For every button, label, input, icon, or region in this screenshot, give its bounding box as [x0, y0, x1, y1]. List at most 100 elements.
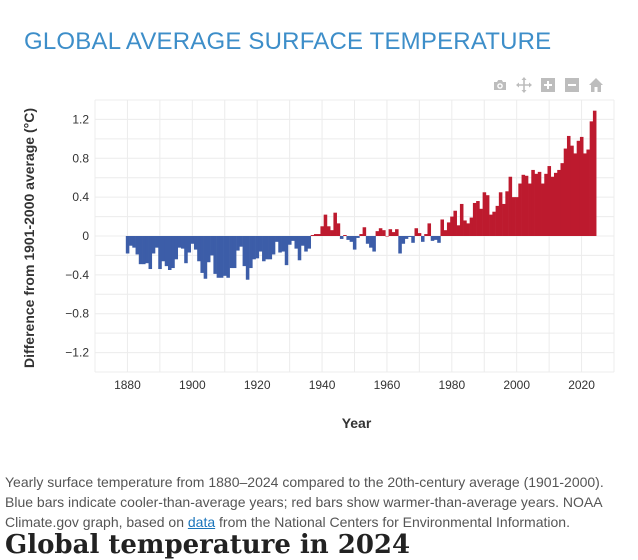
bar-2016[interactable] — [566, 135, 571, 236]
bar-2009[interactable] — [544, 173, 548, 236]
bar-1925[interactable] — [271, 236, 276, 255]
bar-2010[interactable] — [547, 166, 552, 236]
bar-1956[interactable] — [372, 236, 376, 252]
bar-1937[interactable] — [310, 235, 315, 236]
bar-1983[interactable] — [459, 203, 464, 236]
zoom-in-icon[interactable] — [536, 76, 560, 94]
bar-1964[interactable] — [398, 236, 402, 254]
zoom-out-icon[interactable] — [560, 76, 584, 94]
bar-2004[interactable] — [528, 183, 532, 236]
bar-1898[interactable] — [184, 236, 188, 264]
data-link[interactable]: data — [187, 514, 216, 530]
bar-1907[interactable] — [213, 236, 217, 274]
bar-1909[interactable] — [219, 236, 224, 278]
bar-1881[interactable] — [129, 236, 133, 246]
bar-1895[interactable] — [174, 236, 179, 260]
bar-1914[interactable] — [236, 236, 240, 251]
bar-1979[interactable] — [446, 222, 451, 236]
bar-1959[interactable] — [382, 230, 386, 236]
bar-1940[interactable] — [320, 226, 324, 236]
bar-1968[interactable] — [411, 236, 415, 243]
bar-1918[interactable] — [249, 236, 253, 269]
bar-1946[interactable] — [339, 236, 344, 239]
bar-1887[interactable] — [148, 236, 153, 270]
bar-1969[interactable] — [414, 228, 419, 236]
bar-1963[interactable] — [395, 229, 399, 236]
bar-1934[interactable] — [300, 236, 305, 246]
bar-1980[interactable] — [450, 216, 454, 236]
bar-1923[interactable] — [265, 236, 269, 260]
bar-1926[interactable] — [275, 236, 279, 242]
bar-1893[interactable] — [167, 236, 172, 270]
bar-1943[interactable] — [330, 230, 334, 236]
bar-1885[interactable] — [142, 236, 146, 265]
bar-1972[interactable] — [424, 234, 428, 236]
bar-1976[interactable] — [437, 236, 441, 243]
bar-1916[interactable] — [242, 236, 247, 267]
bar-1993[interactable] — [492, 211, 496, 236]
bar-1960[interactable] — [385, 236, 389, 237]
bar-1924[interactable] — [268, 236, 273, 260]
bar-2015[interactable] — [563, 148, 568, 236]
bar-1984[interactable] — [463, 220, 467, 236]
bar-1917[interactable] — [245, 236, 250, 280]
bar-2012[interactable] — [553, 172, 558, 236]
bar-2001[interactable] — [518, 183, 522, 236]
bar-1987[interactable] — [472, 202, 477, 236]
bar-1919[interactable] — [252, 236, 256, 260]
bar-2008[interactable] — [541, 183, 545, 236]
bar-1991[interactable] — [485, 195, 490, 236]
bar-1982[interactable] — [456, 225, 461, 236]
bar-1915[interactable] — [239, 236, 243, 247]
bar-1929[interactable] — [284, 236, 289, 266]
bar-2022[interactable] — [586, 149, 590, 236]
bar-2019[interactable] — [576, 140, 581, 236]
bar-1927[interactable] — [278, 236, 282, 253]
bar-1995[interactable] — [498, 192, 503, 236]
bar-1952[interactable] — [359, 234, 363, 236]
bar-2020[interactable] — [579, 136, 584, 236]
bar-1922[interactable] — [262, 236, 266, 262]
bar-1883[interactable] — [135, 236, 140, 255]
bar-1908[interactable] — [216, 236, 221, 278]
bar-1901[interactable] — [193, 236, 198, 250]
bar-1999[interactable] — [511, 197, 516, 236]
bar-1932[interactable] — [294, 236, 299, 249]
bar-1949[interactable] — [349, 236, 354, 242]
bar-1913[interactable] — [232, 236, 237, 269]
bar-1996[interactable] — [502, 203, 506, 236]
bar-1978[interactable] — [443, 230, 448, 236]
bar-1998[interactable] — [508, 176, 513, 236]
bar-2024[interactable] — [592, 110, 597, 236]
bar-1981[interactable] — [453, 210, 457, 236]
bar-2017[interactable] — [570, 145, 574, 236]
bar-1975[interactable] — [433, 236, 438, 240]
bar-1928[interactable] — [281, 236, 286, 252]
bar-1948[interactable] — [346, 236, 350, 240]
bar-1931[interactable] — [291, 236, 295, 241]
bar-1973[interactable] — [427, 223, 432, 236]
bar-1988[interactable] — [476, 201, 480, 236]
bar-1936[interactable] — [307, 236, 312, 249]
bar-1897[interactable] — [180, 236, 185, 249]
bar-1938[interactable] — [313, 234, 318, 236]
pan-icon[interactable] — [512, 76, 536, 94]
bar-1912[interactable] — [229, 236, 234, 269]
bar-1891[interactable] — [161, 236, 166, 262]
bar-1966[interactable] — [404, 236, 409, 239]
bar-1894[interactable] — [171, 236, 175, 269]
bar-1920[interactable] — [255, 236, 260, 259]
bar-2014[interactable] — [560, 163, 565, 236]
bar-1992[interactable] — [489, 214, 493, 236]
bar-1942[interactable] — [326, 226, 331, 236]
bar-1944[interactable] — [333, 212, 337, 236]
bar-1951[interactable] — [356, 236, 360, 238]
bar-1905[interactable] — [206, 236, 211, 263]
bar-1935[interactable] — [304, 236, 308, 252]
bar-2002[interactable] — [521, 174, 526, 236]
bar-2007[interactable] — [537, 171, 542, 236]
bar-1911[interactable] — [226, 236, 230, 278]
bar-1989[interactable] — [479, 208, 483, 236]
bar-2023[interactable] — [589, 121, 594, 236]
bar-1889[interactable] — [155, 236, 159, 248]
